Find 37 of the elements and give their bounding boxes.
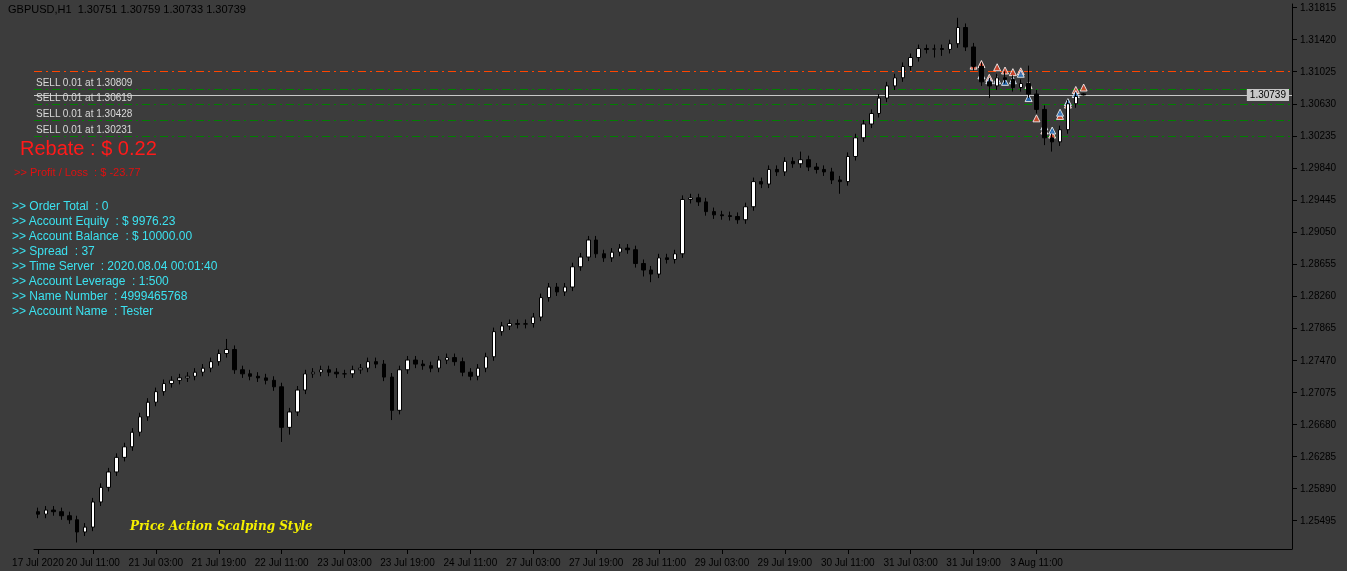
annotation: >> Account Equity : $ 9976.23 — [12, 214, 176, 228]
y-tick-label: 1.27865 — [1300, 322, 1337, 334]
y-tick-label: 1.31025 — [1300, 66, 1337, 78]
y-tick-label: 1.26285 — [1300, 450, 1337, 462]
ref-line-label: SELL 0.01 at 1.30428 — [36, 107, 133, 119]
x-tick-label: 3 Aug 11:00 — [1010, 556, 1064, 568]
ref-line-label: 1.30739 — [1249, 89, 1287, 101]
y-tick-label: 1.28260 — [1300, 290, 1337, 302]
annotation: >> Account Name : Tester — [12, 304, 154, 318]
y-tick-label: 1.31815 — [1300, 2, 1337, 14]
y-tick-label: 1.31420 — [1300, 34, 1337, 46]
y-tick-label: 1.25495 — [1300, 514, 1337, 526]
y-tick-label: 1.27075 — [1300, 386, 1337, 398]
y-tick-label: 1.27470 — [1300, 354, 1337, 366]
y-tick-label: 1.25890 — [1300, 482, 1337, 494]
annotation: >> Spread : 37 — [12, 244, 96, 258]
y-tick-label: 1.29050 — [1300, 226, 1337, 238]
x-tick-label: 23 Jul 03:00 — [317, 556, 373, 568]
annotation: >> Profit / Loss : $ -23.77 — [14, 165, 141, 178]
chart-title: GBPUSD,H1 1.30751 1.30759 1.30733 1.30739 — [8, 2, 246, 15]
y-tick-label: 1.28655 — [1300, 258, 1337, 270]
x-tick-label: 31 Jul 19:00 — [946, 556, 1002, 568]
y-tick-label: 1.30630 — [1300, 98, 1337, 110]
ref-line-label: SELL 0.01 at 1.30809 — [36, 76, 133, 88]
annotation: >> Name Number : 4999465768 — [12, 289, 188, 303]
annotation: >> Time Server : 2020.08.04 00:01:40 — [12, 259, 218, 273]
annotation: >> Order Total : 0 — [12, 199, 109, 213]
y-tick-label: 1.29840 — [1300, 162, 1337, 174]
y-tick-label: 1.29445 — [1300, 194, 1337, 206]
y-tick-label: 1.26680 — [1300, 418, 1337, 430]
x-tick-label: 31 Jul 03:00 — [883, 556, 939, 568]
ref-line-label: SELL 0.01 at 1.30231 — [36, 123, 133, 135]
annotation: Price Action Scalping Style — [129, 519, 313, 533]
annotation: >> Account Balance : $ 10000.00 — [12, 229, 193, 243]
annotation: Rebate : $ 0.22 — [20, 137, 157, 159]
y-tick-label: 1.30235 — [1300, 130, 1337, 142]
annotation: >> Account Leverage : 1:500 — [12, 274, 170, 288]
